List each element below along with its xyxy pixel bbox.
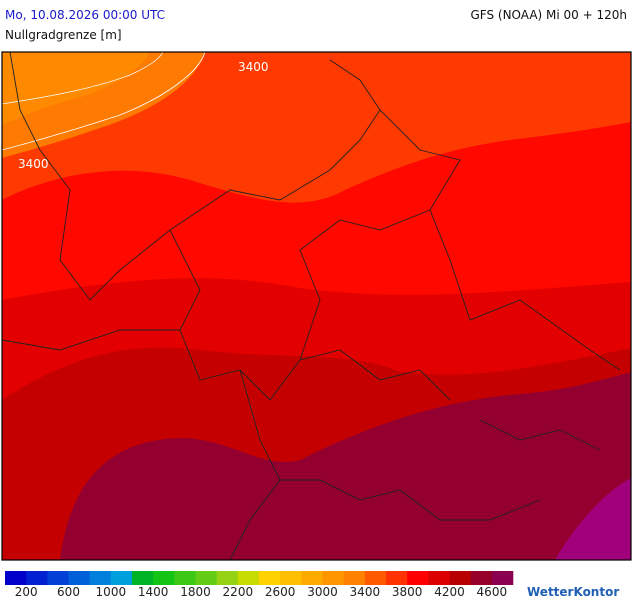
colorbar-label: 3400 [350,585,381,599]
colorbar-label: 1400 [138,585,169,599]
colorbar-swatch [26,571,48,585]
colorbar-label: 1800 [180,585,211,599]
colorbar-label: 2600 [265,585,296,599]
borders [1,51,621,561]
colorbar-swatch [343,571,366,585]
map-field: 3400 3400 [1,51,632,561]
header-model: GFS (NOAA) Mi 00 + 120h [470,8,627,22]
colorbar-swatch [491,571,514,585]
colorbar-swatch [449,571,471,585]
band [2,52,150,125]
colorbar-swatch [470,571,493,585]
colorbar-swatch [364,571,387,585]
band [60,372,631,560]
colorbar-swatch [174,571,196,585]
colorbar-swatch [322,571,344,585]
colorbar-swatch [386,571,408,585]
colorbar-swatch [259,571,281,585]
colorbar-label: 4200 [434,585,465,599]
colorbar-swatch [216,571,239,585]
colorbar-swatch [280,571,302,585]
colorbar-swatch [5,571,27,585]
colorbar-swatch [132,571,154,585]
colorbar-label: 4600 [477,585,508,599]
colorbar-swatch [237,571,260,585]
colorbar-label: 2200 [223,585,254,599]
colorbar-label: 1000 [96,585,127,599]
colorbar-swatch [153,571,175,585]
contour-line [1,51,164,105]
colorbar-swatch [47,571,69,585]
colorbar-swatch [428,571,450,585]
colorbar-swatch [110,571,133,585]
band [555,478,631,560]
colorbar-swatch [68,571,90,585]
header-date: Mo, 10.08.2026 00:00 UTC [5,8,165,22]
map-variable: Nullgradgrenze [m] [5,28,122,42]
colorbar: 200 600 1000 1400 1800 2200 2600 3000 3400 3800 42… [5,571,514,599]
colorbar-swatch [89,571,112,585]
contour-label: 3400 [238,60,269,74]
colorbar-label: 3800 [392,585,423,599]
contour-label: 3400 [18,157,49,171]
colorbar-swatch [195,571,217,585]
logo: WetterKontor [527,585,619,599]
colorbar-label: 600 [57,585,80,599]
colorbar-label: 3000 [307,585,338,599]
map-frame [1,51,632,561]
colorbar-swatch [407,571,429,585]
colorbar-swatch [301,571,323,585]
colorbar-label: 200 [15,585,38,599]
